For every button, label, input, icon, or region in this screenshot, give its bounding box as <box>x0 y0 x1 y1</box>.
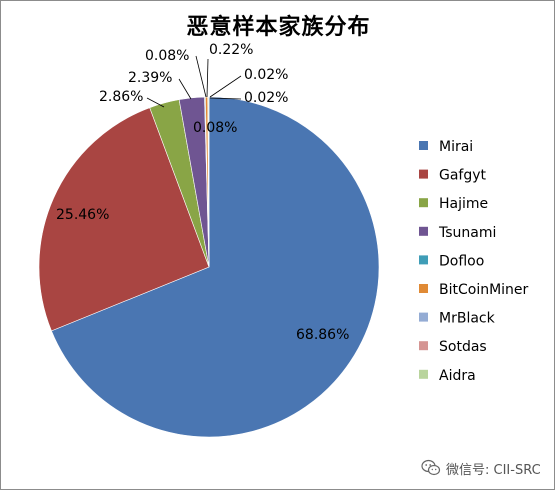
legend-swatch-tsunami <box>419 226 428 236</box>
pie-slice-mirai <box>51 96 380 438</box>
slice-label-mrblack: 0.02% <box>244 67 288 83</box>
leader-line-tsunami <box>178 78 192 100</box>
legend-label-sotdas: Sotdas <box>439 339 487 355</box>
legend-swatch-bitcoinminer <box>419 284 428 293</box>
legend-label-tsunami: Tsunami <box>438 225 496 241</box>
slice-labels: 68.86% 25.46% 2.86% 2.39% 0.08% 0.22% 0.02% 0.0… <box>56 42 349 343</box>
slice-label-bitcoinminer: 0.22% <box>209 42 253 58</box>
pie-slice-gafgyt <box>38 107 210 332</box>
legend-label-bitcoinminer: BitCoinMiner <box>439 282 529 298</box>
legend-swatch-sotdas <box>419 341 428 351</box>
legend-swatch-gafgyt <box>419 169 428 179</box>
legend: Mirai Gafgyt Hajime Tsunami Dofloo BitCoinMin… <box>419 139 529 384</box>
watermark: 微信号: CII-SRC <box>421 457 551 479</box>
leader-line-dofloo <box>195 55 207 98</box>
legend-label-dofloo: Dofloo <box>439 253 484 269</box>
legend-label-mrblack: MrBlack <box>439 311 496 327</box>
legend-swatch-mrblack <box>419 312 428 322</box>
legend-swatch-dofloo <box>419 255 428 265</box>
slice-label-tsunami: 2.39% <box>128 70 172 86</box>
wechat-icon <box>421 459 441 476</box>
legend-swatch-hajime <box>419 198 428 208</box>
legend-label-mirai: Mirai <box>439 139 473 155</box>
legend-swatch-mirai <box>419 141 428 150</box>
legend-label-gafgyt: Gafgyt <box>439 168 487 184</box>
slice-label-gafgyt: 25.46% <box>56 207 109 223</box>
leader-line-hajime <box>146 97 165 108</box>
legend-label-aidra: Aidra <box>439 368 476 384</box>
chart-title: 恶意样本家族分布 <box>186 15 371 40</box>
legend-swatch-aidra <box>419 369 428 379</box>
slice-label-mirai: 68.86% <box>296 327 349 343</box>
leader-line-sotdas <box>209 97 242 100</box>
legend-label-hajime: Hajime <box>439 196 488 212</box>
leader-line-mrblack <box>209 75 242 98</box>
slice-label-sotdas: 0.02% <box>244 90 288 106</box>
pie-slices <box>38 96 380 438</box>
slice-label-aidra: 0.08% <box>193 120 237 136</box>
leader-line-bitcoinminer <box>206 58 209 98</box>
pie-slice-aidra <box>207 96 210 268</box>
slice-label-hajime: 2.86% <box>99 89 143 105</box>
watermark-text: 微信号: CII-SRC <box>446 462 541 478</box>
slice-label-dofloo: 0.08% <box>145 48 189 64</box>
leader-lines <box>146 55 242 108</box>
